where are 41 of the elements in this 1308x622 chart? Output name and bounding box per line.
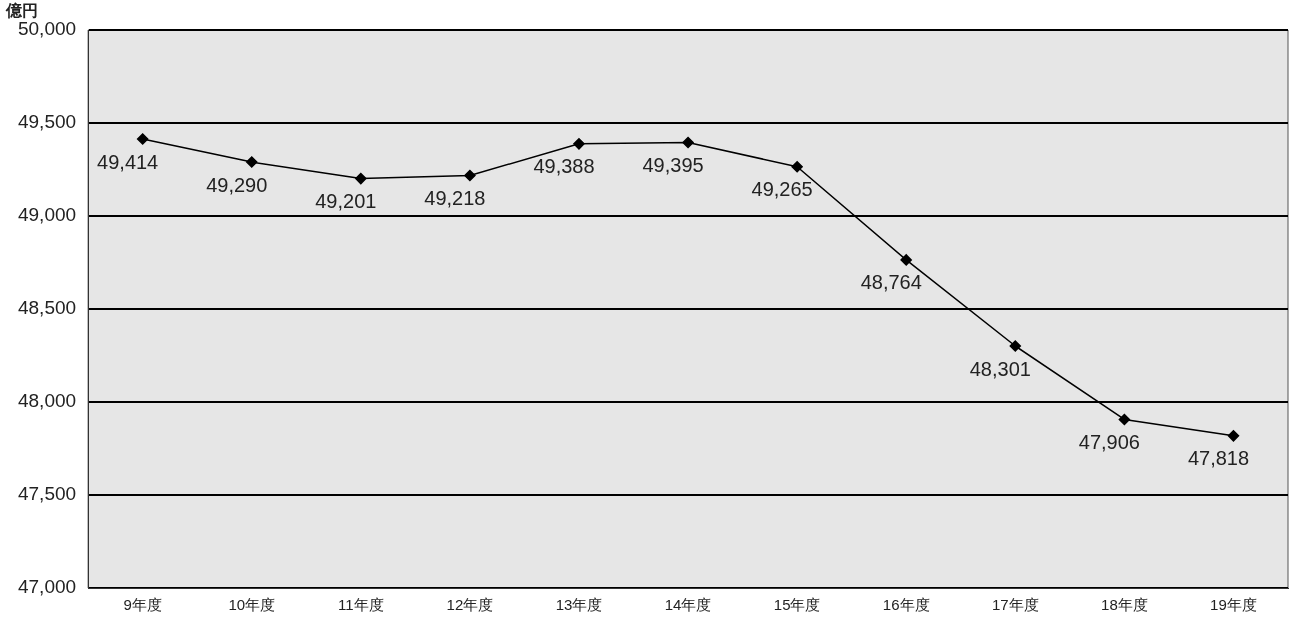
point [136, 133, 149, 145]
x-tick-label: 13年度 [555, 596, 603, 614]
x-tick-label: 11年度 [338, 596, 384, 614]
x-tick-label: 12年度 [446, 596, 494, 614]
y-axis-title: 億円 [5, 2, 38, 20]
data-label: 47,906 [1078, 431, 1140, 453]
data-label: 47,818 [1187, 447, 1250, 470]
x-tick-label: 9年度 [123, 596, 162, 614]
x-tick-label: 16年度 [882, 596, 930, 614]
y-tick-label: 47,500 [17, 483, 77, 505]
x-tick-label: 19年度 [1210, 596, 1257, 614]
data-label: 49,290 [206, 173, 268, 196]
y-tick-label: 48,000 [17, 390, 77, 412]
y-tick-label: 48,500 [17, 297, 77, 319]
data-label: 49,395 [642, 154, 704, 177]
point [791, 160, 803, 173]
point [1009, 340, 1022, 352]
point [900, 254, 912, 266]
y-tick-label: 50,000 [17, 18, 77, 40]
x-tick-label: 10年度 [228, 596, 276, 614]
x-tick-label: 15年度 [773, 596, 821, 614]
point [1118, 413, 1131, 426]
data-label: 49,218 [424, 186, 486, 209]
data-label: 49,265 [751, 178, 813, 201]
point [464, 169, 476, 182]
point [355, 172, 367, 185]
x-tick-label: 14年度 [664, 596, 712, 614]
y-tick-label: 49,500 [17, 111, 77, 133]
y-tick-label: 47,000 [17, 576, 77, 598]
x-tick-label: 18年度 [1101, 596, 1148, 614]
data-label: 49,201 [315, 190, 377, 213]
data-label: 49,414 [97, 150, 159, 173]
x-tick-label: 17年度 [991, 596, 1039, 614]
point [682, 136, 694, 149]
data-label: 48,301 [969, 357, 1031, 380]
data-label: 48,764 [860, 271, 922, 294]
point [1227, 430, 1240, 442]
point [245, 156, 258, 168]
y-tick-label: 49,000 [17, 204, 77, 226]
point [573, 138, 585, 150]
data-label: 49,388 [533, 155, 595, 178]
